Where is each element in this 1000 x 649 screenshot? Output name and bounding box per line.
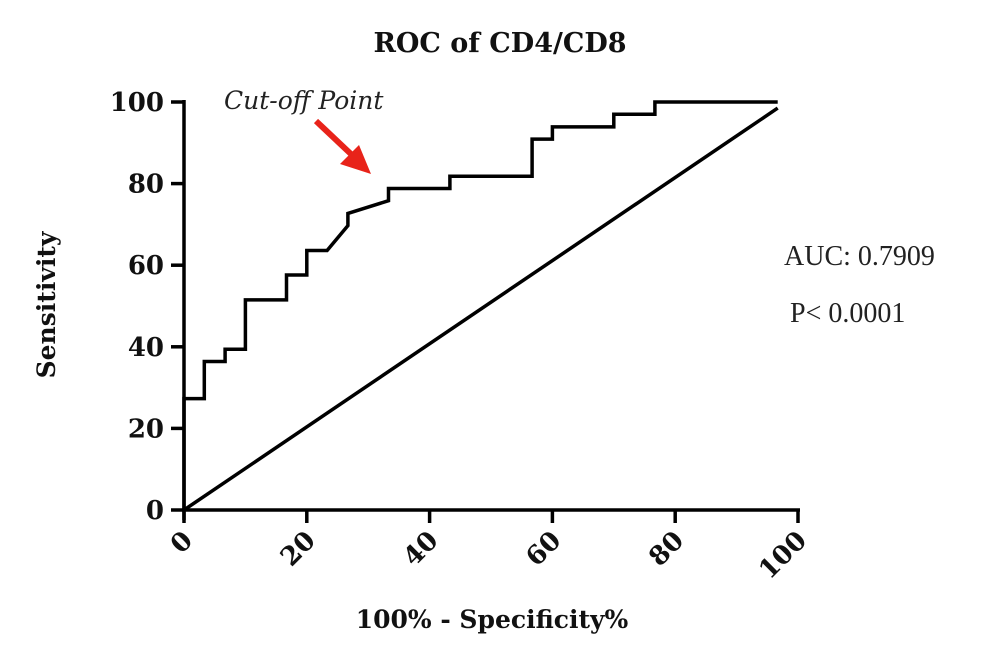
y-tick-label: 100 [110, 88, 164, 118]
x-tick-label: 0 [165, 526, 199, 560]
cutoff-point-label: Cut-off Point [224, 86, 384, 115]
plot-area: 0 20 40 60 80 100 0 20 40 60 80 100 [110, 88, 813, 585]
p-value-label: P< 0.0001 [790, 298, 905, 329]
y-axis-title: Sensitivity [32, 230, 61, 378]
x-tick-label: 40 [398, 526, 445, 573]
y-tick-label: 20 [128, 414, 164, 444]
y-tick-label: 0 [146, 496, 164, 526]
x-tick-label: 80 [643, 526, 690, 573]
roc-curve-line [182, 100, 778, 510]
x-tick-label: 20 [275, 526, 322, 573]
y-tick-label: 60 [128, 251, 164, 281]
x-tick-label: 60 [521, 526, 568, 573]
x-tick-label: 100 [753, 526, 813, 586]
cutoff-arrow-icon [313, 118, 371, 174]
y-tick-label: 80 [128, 170, 164, 200]
chart-title: ROC of CD4/CD8 [373, 28, 626, 59]
y-tick-label: 40 [128, 333, 164, 363]
auc-label: AUC: 0.7909 [784, 241, 935, 272]
x-axis-title: 100% - Specificity% [356, 605, 629, 634]
reference-diagonal-line [183, 106, 779, 512]
